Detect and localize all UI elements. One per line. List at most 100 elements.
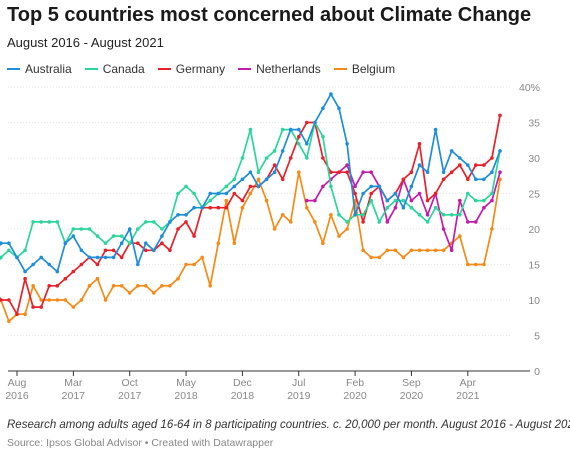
data-point-australia bbox=[256, 184, 261, 189]
data-point-belgium bbox=[192, 262, 196, 267]
data-point-canada bbox=[119, 234, 124, 238]
data-point-germany bbox=[144, 248, 148, 253]
data-point-belgium bbox=[256, 177, 261, 182]
data-point-netherlands bbox=[498, 170, 502, 174]
data-point-canada bbox=[264, 156, 269, 160]
x-tick-month-label: Apr bbox=[460, 377, 477, 389]
data-point-australia bbox=[103, 255, 108, 260]
data-point-canada bbox=[385, 205, 390, 210]
data-point-australia bbox=[119, 241, 124, 245]
legend-item-canada: Canada bbox=[84, 61, 145, 77]
data-point-germany bbox=[466, 177, 470, 182]
data-point-germany bbox=[31, 305, 35, 309]
data-point-belgium bbox=[240, 205, 245, 210]
data-point-germany bbox=[280, 177, 285, 182]
data-point-australia bbox=[127, 227, 132, 231]
data-point-belgium bbox=[208, 284, 212, 288]
data-point-canada bbox=[280, 127, 285, 132]
data-point-germany bbox=[79, 262, 84, 267]
data-point-australia bbox=[361, 191, 365, 196]
data-point-belgium bbox=[369, 255, 374, 260]
x-tick-year-label: 2020 bbox=[343, 390, 367, 402]
data-point-germany bbox=[353, 191, 357, 196]
data-point-australia bbox=[0, 241, 3, 245]
data-point-canada bbox=[7, 248, 11, 253]
data-point-australia bbox=[240, 177, 245, 182]
chart-subtitle: August 2016 - August 2021 bbox=[7, 35, 164, 50]
x-tick-year-label: 2020 bbox=[400, 390, 424, 402]
y-tick-label: 15 bbox=[528, 260, 540, 272]
x-tick-year-label: 2016 bbox=[5, 390, 29, 402]
data-point-belgium bbox=[401, 255, 406, 260]
data-point-australia bbox=[160, 234, 164, 238]
data-point-canada bbox=[490, 191, 494, 196]
data-point-australia bbox=[208, 191, 212, 196]
data-point-australia bbox=[264, 177, 269, 182]
data-point-belgium bbox=[288, 220, 293, 224]
chart-source: Source: Ipsos Global Advisor • Created w… bbox=[7, 437, 274, 449]
data-point-germany bbox=[111, 248, 116, 253]
data-point-belgium bbox=[345, 227, 349, 231]
data-point-germany bbox=[95, 262, 100, 267]
data-point-australia bbox=[216, 191, 221, 196]
data-point-netherlands bbox=[393, 205, 398, 210]
legend-item-germany: Germany bbox=[157, 61, 225, 77]
data-point-canada bbox=[23, 248, 27, 253]
legend-item-netherlands: Netherlands bbox=[238, 61, 321, 77]
data-point-australia bbox=[288, 127, 293, 132]
legend-item-australia: Australia bbox=[7, 61, 72, 77]
data-point-belgium bbox=[200, 255, 204, 260]
data-point-netherlands bbox=[482, 205, 486, 210]
data-point-germany bbox=[490, 156, 494, 160]
data-point-canada bbox=[409, 205, 414, 210]
data-point-australia bbox=[55, 269, 60, 274]
y-tick-label: 20 bbox=[528, 224, 540, 236]
data-point-germany bbox=[136, 241, 140, 245]
data-point-australia bbox=[490, 170, 494, 174]
data-point-canada bbox=[425, 220, 430, 224]
data-point-belgium bbox=[95, 276, 100, 281]
data-point-netherlands bbox=[409, 198, 414, 203]
data-point-germany bbox=[248, 184, 253, 189]
x-tick-month-label: May bbox=[176, 377, 197, 389]
data-point-netherlands bbox=[441, 227, 446, 231]
y-tick-label: 10 bbox=[528, 295, 540, 307]
data-point-australia bbox=[71, 234, 76, 238]
data-point-netherlands bbox=[345, 163, 349, 167]
data-point-belgium bbox=[321, 241, 325, 245]
data-point-australia bbox=[441, 170, 446, 174]
data-point-canada bbox=[103, 241, 108, 245]
data-point-belgium bbox=[23, 312, 27, 317]
data-point-belgium bbox=[393, 248, 398, 253]
data-point-australia bbox=[152, 248, 156, 253]
data-point-belgium bbox=[280, 213, 285, 217]
data-point-belgium bbox=[474, 262, 478, 267]
data-point-belgium bbox=[152, 291, 156, 295]
data-point-germany bbox=[329, 170, 333, 174]
y-tick-label: 5 bbox=[534, 331, 540, 343]
x-tick-year-label: 2021 bbox=[456, 390, 480, 402]
data-point-canada bbox=[160, 227, 164, 231]
data-point-canada bbox=[361, 213, 365, 217]
data-point-germany bbox=[297, 134, 301, 139]
data-point-canada bbox=[176, 191, 180, 196]
data-point-germany bbox=[417, 142, 422, 146]
data-point-belgium bbox=[39, 298, 43, 302]
data-point-belgium bbox=[176, 276, 180, 281]
data-point-belgium bbox=[490, 227, 494, 231]
data-point-belgium bbox=[466, 262, 470, 267]
data-point-canada bbox=[466, 191, 470, 196]
x-tick-month-label: Dec bbox=[233, 377, 252, 389]
data-point-australia bbox=[313, 120, 317, 125]
data-point-canada bbox=[224, 184, 229, 189]
data-point-australia bbox=[87, 255, 92, 260]
data-point-belgium bbox=[305, 205, 309, 210]
data-point-germany bbox=[369, 191, 374, 196]
data-point-belgium bbox=[458, 234, 462, 238]
data-point-belgium bbox=[433, 248, 438, 253]
data-point-germany bbox=[433, 191, 438, 196]
data-point-belgium bbox=[7, 319, 11, 324]
data-point-germany bbox=[55, 284, 60, 288]
data-point-canada bbox=[127, 241, 132, 245]
data-point-belgium bbox=[313, 220, 317, 224]
